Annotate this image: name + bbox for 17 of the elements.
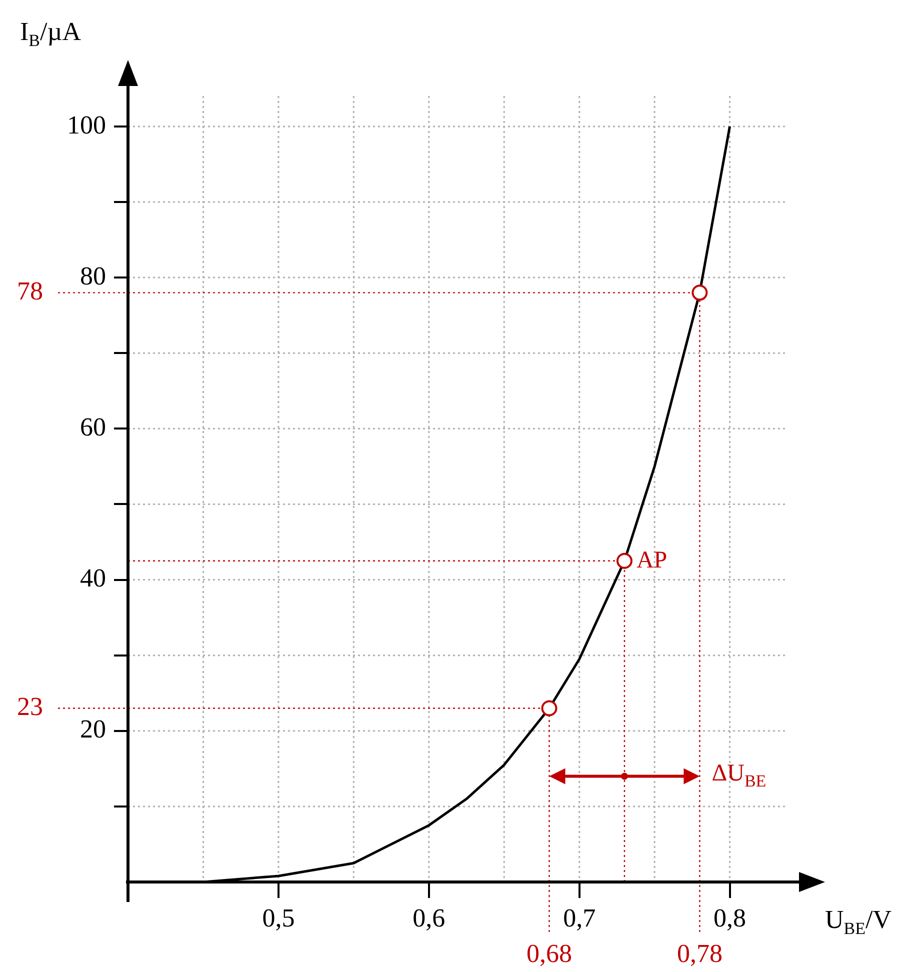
x-axis-title: U$_{BE}$/V — [825, 905, 892, 939]
y-tick-label: 40 — [80, 564, 106, 593]
x-tick-label: 0,8 — [714, 903, 746, 932]
x-tick-label: 0,6 — [412, 903, 446, 932]
y-axis-title: I$_{B}$/µA — [20, 17, 81, 51]
ref-line-label: 0,78 — [676, 938, 722, 968]
y-tick-label: 60 — [80, 412, 106, 442]
y-tick-label: 100 — [67, 110, 106, 140]
x-tick-label: 0,7 — [563, 903, 596, 932]
ref-line-label: 78 — [17, 276, 43, 306]
annotation: AP — [636, 547, 668, 574]
y-tick-label: 20 — [80, 714, 106, 744]
ref-line-label: 23 — [17, 692, 43, 722]
y-tick-label: 80 — [80, 261, 106, 290]
x-tick-label: 0,5 — [262, 903, 295, 932]
ref-line-label: 0,68 — [526, 938, 572, 968]
annotation: ΔU$_{BE}$ — [712, 760, 766, 792]
